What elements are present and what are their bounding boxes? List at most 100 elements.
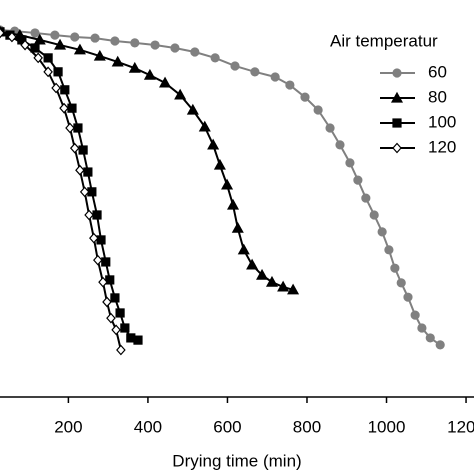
marker: [210, 53, 220, 63]
marker: [250, 67, 260, 77]
marker: [392, 68, 402, 78]
marker: [110, 293, 120, 303]
legend-label: 100: [428, 112, 456, 131]
marker: [98, 276, 108, 288]
marker: [93, 254, 103, 266]
marker: [65, 122, 75, 134]
marker: [392, 142, 402, 154]
legend-title: Air temperatur: [330, 31, 438, 50]
marker: [325, 123, 335, 133]
marker: [277, 280, 290, 292]
marker: [111, 55, 124, 67]
marker: [102, 296, 112, 308]
marker: [30, 28, 40, 38]
marker: [60, 85, 70, 95]
marker: [190, 47, 200, 57]
marker: [33, 52, 43, 64]
marker: [110, 36, 120, 46]
marker: [79, 186, 90, 198]
marker: [174, 88, 187, 100]
marker: [143, 68, 156, 80]
marker: [67, 103, 77, 113]
marker: [20, 39, 30, 51]
marker: [392, 118, 402, 128]
x-tick-label: 200: [54, 417, 82, 436]
marker: [33, 33, 46, 45]
marker: [78, 145, 88, 155]
marker: [84, 209, 94, 221]
marker: [270, 72, 280, 82]
marker: [89, 232, 99, 244]
marker: [231, 221, 244, 233]
marker: [43, 66, 53, 78]
marker: [403, 292, 413, 302]
marker: [7, 31, 17, 43]
marker: [43, 53, 53, 63]
marker: [133, 335, 143, 345]
marker: [130, 38, 140, 48]
marker: [170, 43, 180, 53]
marker: [186, 103, 199, 115]
marker: [230, 61, 240, 71]
marker: [54, 38, 67, 50]
marker: [73, 123, 83, 133]
marker: [120, 323, 130, 333]
x-tick-label: 1200: [447, 417, 474, 436]
marker: [425, 333, 435, 343]
marker: [0, 27, 5, 39]
marker: [50, 30, 60, 40]
marker: [93, 49, 106, 61]
marker: [115, 308, 125, 318]
marker: [70, 32, 80, 42]
legend-label: 120: [428, 137, 456, 156]
marker: [116, 344, 126, 356]
marker: [435, 340, 445, 350]
marker: [59, 102, 69, 114]
marker: [345, 158, 355, 168]
marker: [150, 40, 160, 50]
marker: [128, 61, 141, 73]
marker: [83, 167, 93, 177]
marker: [51, 82, 61, 94]
marker: [227, 198, 240, 210]
marker: [106, 312, 116, 324]
marker: [213, 158, 226, 170]
marker: [287, 283, 300, 295]
marker: [396, 278, 406, 288]
marker: [237, 243, 250, 255]
marker: [198, 120, 211, 132]
x-tick-label: 600: [213, 417, 241, 436]
marker: [417, 323, 427, 333]
marker: [353, 175, 363, 185]
marker: [390, 263, 400, 273]
marker: [30, 43, 40, 53]
marker: [73, 43, 86, 55]
marker: [369, 210, 379, 220]
x-tick-label: 400: [134, 417, 162, 436]
legend-label: 80: [428, 87, 447, 106]
marker: [390, 91, 404, 103]
marker: [313, 105, 323, 115]
marker: [410, 310, 420, 320]
marker: [69, 142, 80, 154]
marker: [300, 92, 310, 102]
marker: [159, 76, 172, 88]
marker: [377, 227, 387, 237]
marker: [384, 245, 394, 255]
series-line: [0, 29, 441, 346]
x-tick-label: 1000: [368, 417, 406, 436]
marker: [75, 164, 85, 176]
marker: [101, 257, 111, 267]
marker: [335, 140, 345, 150]
marker: [265, 275, 279, 287]
x-axis-label: Drying time (min): [172, 451, 301, 470]
marker: [246, 258, 259, 270]
marker: [221, 178, 234, 190]
marker: [361, 193, 371, 203]
marker: [207, 138, 220, 150]
x-tick-label: 800: [293, 417, 321, 436]
marker: [92, 210, 102, 220]
legend-label: 60: [428, 62, 447, 81]
marker: [256, 268, 269, 280]
